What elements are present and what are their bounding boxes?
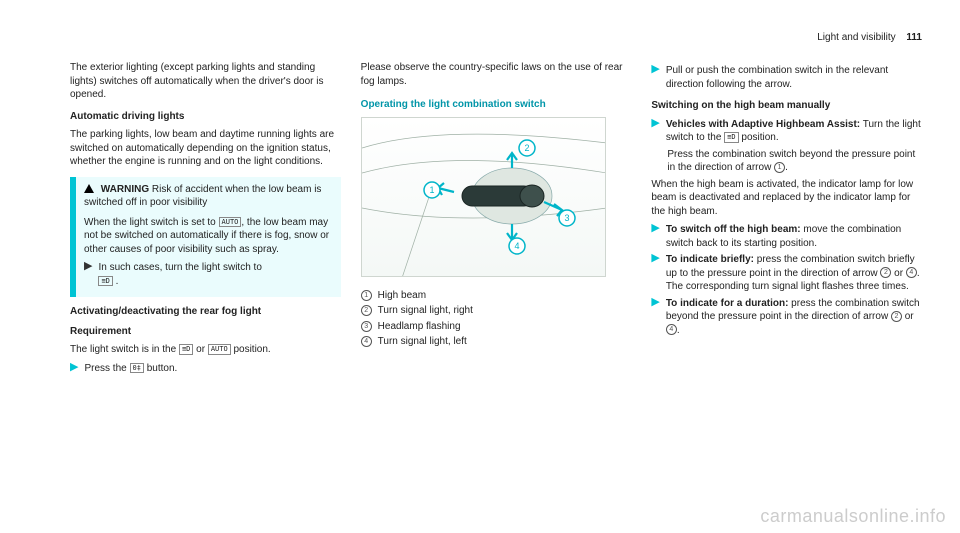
press-action: ▶ Press the 0‡ button. xyxy=(70,362,341,376)
action-2b: Press the combination switch beyond the … xyxy=(651,148,922,175)
page-header: Light and visibility 111 xyxy=(70,32,922,43)
warning-heading: WARNING Risk of accident when the low be… xyxy=(84,183,333,210)
page-number: 111 xyxy=(906,32,922,43)
lowbeam-icon: ≡D xyxy=(179,344,193,354)
col2-intro: Please observe the country-specific laws… xyxy=(361,61,632,88)
arrow-icon: ▶ xyxy=(651,64,659,75)
high-beam-title: Switching on the high beam manually xyxy=(651,99,922,113)
legend-3: 3Headlamp flashing xyxy=(361,320,632,334)
auto-icon: AUTO xyxy=(208,344,231,354)
watermark: carmanualsonline.info xyxy=(760,506,946,527)
warning-icon xyxy=(84,184,94,193)
arrow-icon: ▶ xyxy=(651,253,659,264)
arrow-icon: ▶ xyxy=(84,261,92,272)
warning-body: When the light switch is set to AUTO, th… xyxy=(84,216,333,257)
action-4: ▶ To indicate briefly: press the combina… xyxy=(651,253,922,294)
foglight-title: Activating/deactivating the rear fog lig… xyxy=(70,305,341,319)
column-2: Please observe the country-specific laws… xyxy=(361,61,632,378)
legend-1: 1High beam xyxy=(361,289,632,303)
warning-label: WARNING xyxy=(101,184,149,195)
combination-switch-heading: Operating the light combination switch xyxy=(361,98,632,112)
combination-switch-diagram: 2 1 3 4 xyxy=(361,117,606,277)
svg-text:3: 3 xyxy=(564,213,569,223)
action-2: ▶ Vehicles with Adaptive Highbeam Assist… xyxy=(651,118,922,145)
arrow-icon: ▶ xyxy=(651,297,659,308)
warning-box: WARNING Risk of accident when the low be… xyxy=(70,177,341,298)
warning-action: ▶ In such cases, turn the light switch t… xyxy=(84,261,333,288)
action-5: ▶ To indicate for a duration: press the … xyxy=(651,297,922,338)
svg-text:2: 2 xyxy=(524,143,529,153)
svg-text:4: 4 xyxy=(514,241,519,251)
action-3: ▶ To switch off the high beam: move the … xyxy=(651,223,922,250)
arrow-icon: ▶ xyxy=(651,118,659,129)
lowbeam-icon: ≡D xyxy=(98,276,112,286)
requirement-body: The light switch is in the ≡D or AUTO po… xyxy=(70,343,341,357)
column-3: ▶ Pull or push the combination switch in… xyxy=(651,61,922,378)
high-beam-para: When the high beam is activated, the ind… xyxy=(651,178,922,219)
requirement-title: Requirement xyxy=(70,325,341,339)
fog-icon: 0‡ xyxy=(130,363,144,373)
arrow-icon: ▶ xyxy=(70,362,78,373)
auto-lights-body: The parking lights, low beam and daytime… xyxy=(70,128,341,169)
action-1: ▶ Pull or push the combination switch in… xyxy=(651,64,922,91)
arrow-icon: ▶ xyxy=(651,223,659,234)
legend-4: 4Turn signal light, left xyxy=(361,335,632,349)
auto-icon: AUTO xyxy=(219,217,242,227)
column-1: The exterior lighting (except parking li… xyxy=(70,61,341,378)
legend-2: 2Turn signal light, right xyxy=(361,304,632,318)
lowbeam-icon: ≡D xyxy=(724,132,738,142)
intro-text: The exterior lighting (except parking li… xyxy=(70,61,341,102)
section-name: Light and visibility xyxy=(817,32,895,43)
auto-lights-title: Automatic driving lights xyxy=(70,110,341,124)
svg-text:1: 1 xyxy=(429,185,434,195)
